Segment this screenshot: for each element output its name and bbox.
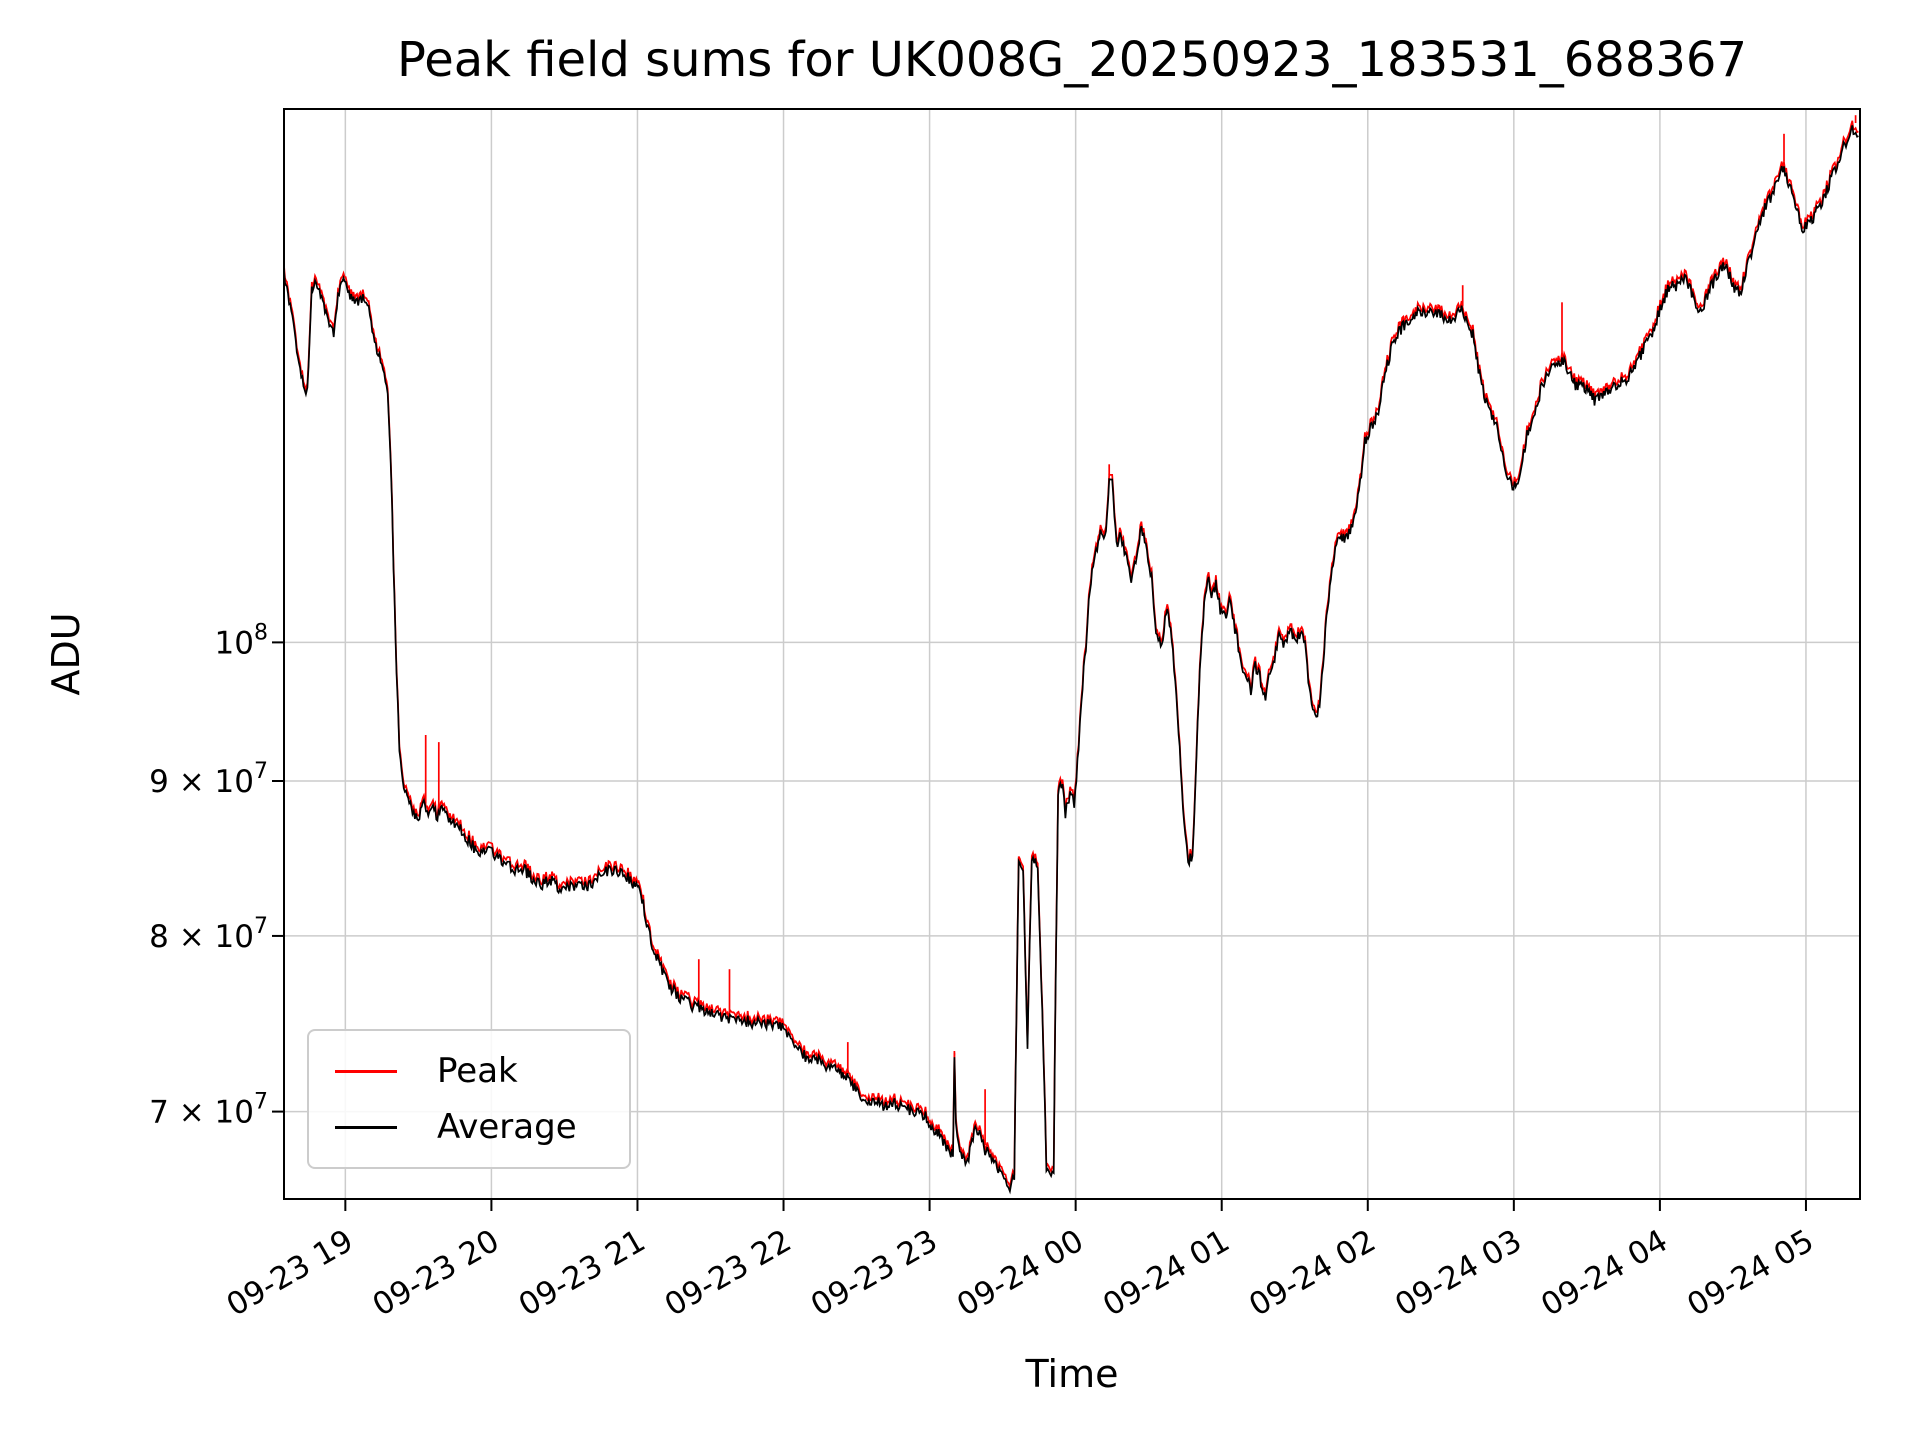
x-tick-label: 09-23 23	[805, 1223, 944, 1324]
x-tick-label: 09-24 05	[1681, 1223, 1820, 1324]
legend-label-average: Average	[437, 1107, 577, 1147]
legend-entry-average: Average	[335, 1103, 603, 1151]
legend: Peak Average	[307, 1029, 631, 1169]
x-tick-label: 09-24 02	[1243, 1223, 1382, 1324]
y-tick-label: 108	[215, 620, 268, 661]
plot-border	[283, 108, 1861, 1200]
x-tick-label: 09-23 22	[659, 1223, 798, 1324]
series-average	[284, 125, 1859, 1195]
tick-labels: 09-23 19 09-23 20 09-23 21 09-23 22 09-23 23…	[149, 620, 1820, 1323]
x-tick-label: 09-24 04	[1535, 1223, 1674, 1324]
x-tick-label: 09-24 01	[1097, 1223, 1236, 1324]
x-axis-label: Time	[1025, 1352, 1119, 1396]
y-tick-label: 8 × 107	[149, 914, 268, 955]
series-layer	[284, 115, 1859, 1195]
grid	[284, 109, 1860, 1199]
average-line-swatch	[335, 1125, 397, 1129]
peak-line-swatch	[335, 1069, 397, 1073]
x-tick-label: 09-23 19	[221, 1223, 360, 1324]
y-tick-label: 9 × 107	[149, 759, 268, 800]
legend-entry-peak: Peak	[335, 1047, 603, 1095]
x-tick-label: 09-24 00	[951, 1223, 1090, 1324]
legend-label-peak: Peak	[437, 1051, 518, 1091]
x-tick-label: 09-23 20	[367, 1223, 506, 1324]
series-peak	[284, 120, 1859, 1190]
axis-ticks	[272, 641, 1807, 1211]
x-tick-label: 09-24 03	[1389, 1223, 1528, 1324]
chart-title: Peak field sums for UK008G_20250923_1835…	[397, 32, 1747, 88]
x-tick-label: 09-23 21	[513, 1223, 652, 1324]
y-tick-label: 7 × 107	[149, 1090, 268, 1131]
